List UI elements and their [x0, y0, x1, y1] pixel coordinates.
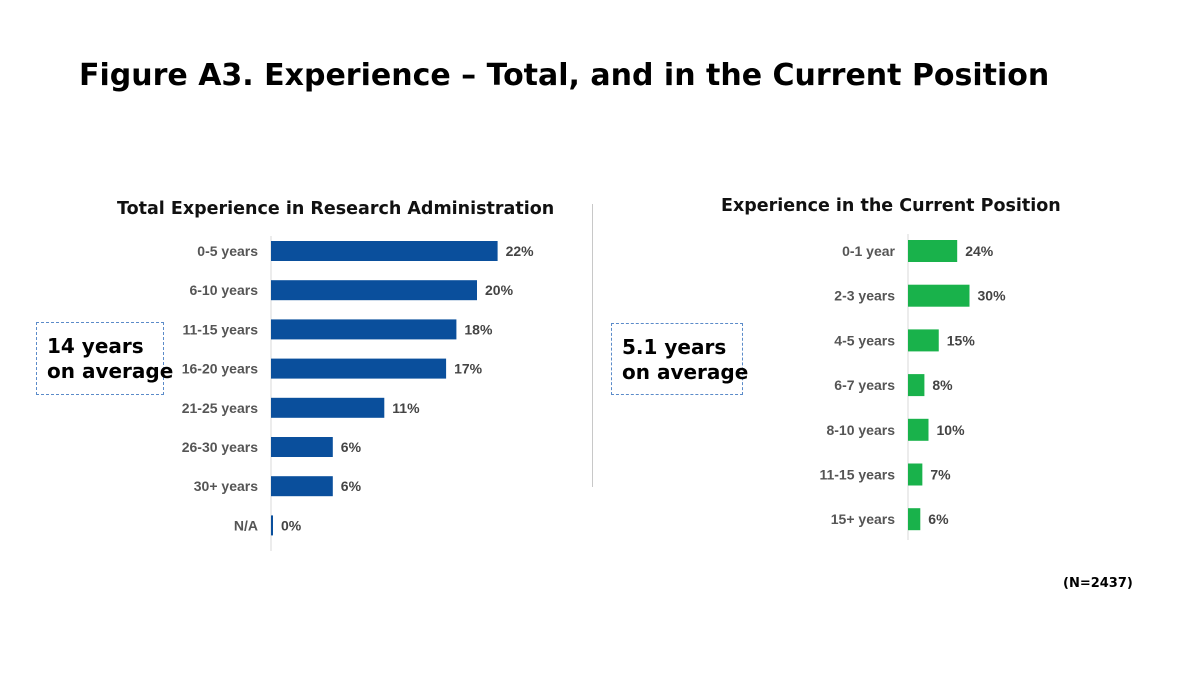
right-category-label: 4-5 years — [834, 332, 895, 348]
right-callout-line-2: on average — [622, 360, 749, 384]
right-bar — [908, 374, 925, 397]
right-value-label: 10% — [937, 422, 966, 438]
left-category-label: 21-25 years — [182, 400, 259, 416]
right-category-label: 0-1 year — [842, 243, 895, 259]
left-category-label: 26-30 years — [182, 439, 259, 455]
left-average-callout: 14 years on average — [36, 322, 174, 395]
left-bar — [271, 280, 477, 301]
left-bar — [271, 437, 333, 457]
right-category-label: 6-7 years — [834, 377, 895, 393]
right-value-label: 30% — [978, 288, 1007, 304]
left-callout-line-1: 14 years — [47, 334, 144, 358]
right-category-label: 2-3 years — [834, 288, 895, 304]
right-value-label: 8% — [932, 377, 953, 393]
left-callout-line-2: on average — [47, 359, 174, 383]
left-category-label: 0-5 years — [197, 243, 258, 259]
right-bar — [908, 329, 939, 352]
left-bar — [271, 358, 447, 379]
left-bar — [271, 319, 457, 340]
right-average-callout: 5.1 years on average — [611, 323, 749, 395]
right-category-label: 8-10 years — [826, 422, 895, 438]
right-callout-line-1: 5.1 years — [622, 335, 727, 359]
left-value-label: 6% — [341, 478, 362, 494]
left-category-label: N/A — [234, 517, 258, 533]
left-bar — [271, 241, 498, 261]
right-bar — [908, 463, 923, 486]
right-category-label: 15+ years — [831, 511, 895, 527]
left-category-label: 11-15 years — [182, 321, 258, 337]
left-category-label: 30+ years — [194, 478, 258, 494]
right-category-label: 11-15 years — [819, 467, 895, 483]
left-bar — [271, 515, 273, 536]
left-value-label: 17% — [454, 361, 483, 377]
right-value-label: 15% — [947, 332, 976, 348]
right-bar — [908, 418, 929, 441]
left-bar — [271, 476, 333, 497]
left-value-label: 11% — [392, 400, 420, 416]
left-value-label: 0% — [281, 517, 302, 533]
right-value-label: 6% — [928, 511, 949, 527]
right-bar — [908, 508, 921, 531]
right-value-label: 24% — [965, 243, 994, 259]
right-value-label: 7% — [930, 467, 951, 483]
left-bar — [271, 397, 385, 418]
right-chart-title: Experience in the Current Position — [721, 196, 1061, 216]
left-value-label: 18% — [464, 321, 493, 337]
left-value-label: 6% — [341, 439, 362, 455]
left-value-label: 20% — [485, 282, 514, 298]
left-category-label: 16-20 years — [182, 361, 259, 377]
left-value-label: 22% — [506, 243, 535, 259]
left-chart-title: Total Experience in Research Administrat… — [117, 199, 555, 219]
figure-title: Figure A3. Experience – Total, and in th… — [79, 58, 1050, 93]
right-bar — [908, 284, 970, 307]
right-bar — [908, 240, 958, 262]
sample-size-note: (N=2437) — [1063, 576, 1133, 591]
left-category-label: 6-10 years — [189, 282, 258, 298]
chart-divider — [592, 204, 593, 487]
